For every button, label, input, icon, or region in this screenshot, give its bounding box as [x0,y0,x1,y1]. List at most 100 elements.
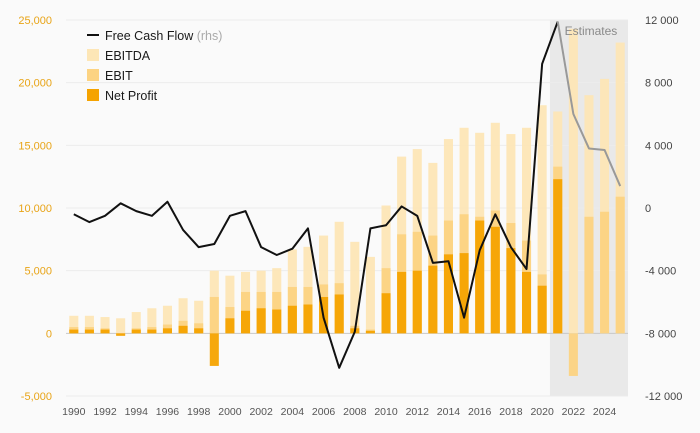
bar-net-profit-2017 [490,226,500,334]
bar-net-profit-2004 [287,305,297,334]
legend-label-ebit: EBIT [105,69,133,83]
x-tick-label: 1996 [156,406,180,418]
bar-net-profit-2013 [428,265,438,334]
bar-net-profit-1990 [69,329,79,334]
y-right-tick-label: -4 000 [645,266,676,278]
x-tick-label: 2004 [281,406,305,418]
x-tick-label: 2016 [468,406,492,418]
bar-ebit-2022 [568,333,578,376]
bar-ebitda-1997 [178,298,188,334]
bar-net-profit-2012 [412,270,422,334]
bar-net-profit-1999 [209,333,219,366]
y-right-tick-label: 8 000 [645,78,673,90]
y-right-tick-label: 4 000 [645,140,673,152]
bar-ebitda-2019 [522,127,532,334]
bar-net-profit-1996 [162,328,172,334]
x-tick-label: 2000 [218,406,242,418]
bar-net-profit-1997 [178,325,188,334]
bars [69,28,625,376]
legend-label-free-cash-flow: Free Cash Flow (rhs) [105,29,222,43]
bar-net-profit-2001 [241,310,251,334]
x-tick-label: 2020 [530,406,554,418]
legend: Free Cash Flow (rhs) EBITDA EBIT Net Pro… [87,29,222,103]
bar-net-profit-2018 [506,248,516,334]
y-left-tick-label: 20,000 [18,78,52,90]
x-tick-label: 1994 [125,406,149,418]
x-tick-label: 2002 [249,406,273,418]
bar-ebitda-1994 [131,312,141,334]
bar-net-profit-1991 [84,329,94,334]
bar-ebitda-1998 [194,300,204,334]
x-tick-label: 1998 [187,406,211,418]
bar-ebit-2024 [600,211,610,334]
bar-ebitda-2007 [334,221,344,334]
x-tick-label: 2022 [562,406,586,418]
bar-net-profit-2021 [553,179,563,334]
y-left-tick-label: 25,000 [18,15,52,27]
bar-ebitda-2000 [225,275,235,334]
x-tick-label: 2008 [343,406,367,418]
bar-net-profit-2016 [475,220,485,334]
y-right-tick-label: -8 000 [645,328,676,340]
bar-ebitda-1991 [84,315,94,334]
y-right-tick-label: 0 [645,203,651,215]
y-left-tick-label: 10,000 [18,203,52,215]
bar-net-profit-1992 [100,329,110,334]
bar-ebitda-1992 [100,317,110,334]
legend-label-ebitda: EBITDA [105,49,151,63]
bar-net-profit-2007 [334,294,344,334]
legend-swatch-ebit [87,69,99,81]
x-tick-label: 1992 [93,406,117,418]
bar-net-profit-2005 [303,304,313,334]
free-cash-flow-line [73,21,559,369]
bar-net-profit-2002 [256,308,266,334]
bar-net-profit-2020 [537,285,547,334]
bar-net-profit-2011 [397,271,407,334]
y-left-tick-label: 15,000 [18,140,52,152]
legend-swatch-ebitda [87,49,99,61]
bar-net-profit-1993 [116,333,126,336]
bar-net-profit-2010 [381,293,391,334]
bar-ebitda-2020 [537,105,547,334]
x-tick-label: 1990 [62,406,86,418]
estimates-label: Estimates [565,24,618,38]
y-left-tick-label: 5,000 [24,266,52,278]
bar-ebitda-2009 [365,256,375,334]
legend-swatch-net-profit [87,89,99,101]
bar-ebit-2025 [615,196,625,334]
bar-ebitda-2025 [615,42,625,334]
x-tick-label: 2010 [374,406,398,418]
bar-ebitda-1996 [162,305,172,334]
x-tick-label: 2012 [406,406,430,418]
bar-net-profit-2019 [522,271,532,334]
bar-net-profit-2000 [225,318,235,334]
bar-ebitda-1995 [147,308,157,334]
free-cash-flow-line-group [73,21,622,369]
bar-net-profit-1998 [194,328,204,334]
bar-ebit-2023 [584,216,594,334]
x-tick-label: 2014 [437,406,461,418]
x-tick-label: 2018 [499,406,523,418]
y-right-tick-label: -12 000 [645,391,682,403]
bar-net-profit-2009 [365,330,375,334]
bar-net-profit-1995 [147,329,157,334]
bar-ebitda-2008 [350,241,360,334]
x-tick-label: 2024 [593,406,617,418]
bar-ebitda-2024 [600,78,610,334]
y-left-tick-label: 0 [46,328,52,340]
axes: -5,000 0 5,000 10,000 15,000 20,000 25,000 -12 … [18,15,682,418]
bar-ebit-1999 [209,296,219,334]
bar-net-profit-2003 [272,309,282,334]
bar-ebitda-1993 [116,318,126,334]
bar-net-profit-1994 [131,329,141,334]
bar-ebitda-1990 [69,315,79,334]
bar-ebitda-2022 [568,28,578,334]
legend-label-net-profit: Net Profit [105,89,158,103]
y-left-tick-label: -5,000 [21,391,52,403]
bar-net-profit-2015 [459,253,469,334]
bar-net-profit-2014 [443,254,453,334]
free-cash-flow-estimate-line [556,21,622,187]
y-right-tick-label: 12 000 [645,15,679,27]
x-tick-label: 2006 [312,406,336,418]
